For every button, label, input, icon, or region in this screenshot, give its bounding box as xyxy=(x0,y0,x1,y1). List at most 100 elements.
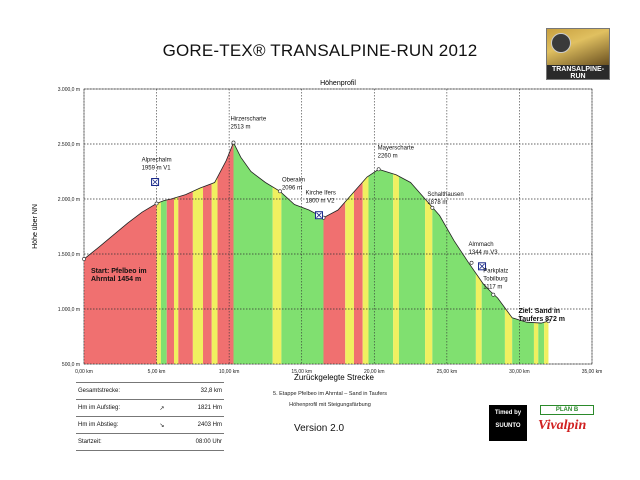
waypoint-label: Almmach xyxy=(469,242,494,248)
stats-row: Hm im Aufstieg: ↗ 1821 Hm xyxy=(76,399,224,417)
y-tick-label: 3.000,0 m xyxy=(58,87,80,93)
stage-title: 5. Etappe Pfelbeo im Ahrntal – Sand in T… xyxy=(273,391,387,397)
x-tick-label: 20,00 km xyxy=(364,369,385,375)
x-tick-label: 15,00 km xyxy=(291,369,312,375)
profile-segment-moderate xyxy=(533,322,539,364)
transalpine-run-logo: TRANSALPINE-RUN xyxy=(546,28,610,80)
x-tick-label: 10,00 km xyxy=(219,369,240,375)
x-tick-label: 25,00 km xyxy=(437,369,458,375)
waypoint-dot xyxy=(231,140,236,145)
profile-segment-steep xyxy=(203,183,212,364)
gore-tex-badge-icon xyxy=(551,33,571,53)
x-tick-label: 35,00 km xyxy=(582,369,603,375)
stats-value: 08:00 Uhr xyxy=(177,433,224,451)
profile-segment-moderate xyxy=(362,176,369,364)
waypoint-dot xyxy=(82,257,86,261)
waypoint-label: Oberalm xyxy=(282,177,305,183)
profile-segment-moderate xyxy=(345,191,354,364)
waypoint-dot xyxy=(430,205,435,210)
profile-segment-gentle xyxy=(538,322,545,364)
plan-b-logo: PLAN B xyxy=(540,405,594,415)
y-tick-label: 2.500,0 m xyxy=(58,142,80,148)
profile-segment-moderate xyxy=(272,186,282,364)
y-tick-label: 500,0 m xyxy=(62,362,80,368)
stats-value: 1821 Hm xyxy=(177,399,224,417)
x-axis-label: Zurückgelegte Strecke xyxy=(294,373,375,382)
waypoint-label: 1800 m V2 xyxy=(305,199,335,205)
page-title: GORE-TEX® TRANSALPINE-RUN 2012 xyxy=(162,41,478,60)
timed-by-label: Timed by xyxy=(494,410,522,416)
waypoint-dot xyxy=(469,260,474,265)
waypoint-label: 2260 m xyxy=(378,153,398,159)
profile-segment-gentle xyxy=(368,169,394,364)
suunto-label: SUUNTO xyxy=(495,423,521,429)
profile-segment-gentle xyxy=(398,176,426,364)
waypoint-label: 2513 m xyxy=(230,125,250,131)
stage-subtitle: Höhenprofil mit Steigungsfärbung xyxy=(289,402,371,408)
profile-segment-gentle xyxy=(512,317,534,364)
y-tick-label: 1.000,0 m xyxy=(58,307,80,313)
waypoint-label: Ahrntal 1454 m xyxy=(91,276,141,283)
profile-segment-gentle xyxy=(432,207,476,364)
profile-segment-moderate xyxy=(425,199,433,364)
profile-segment-steep xyxy=(353,181,363,364)
chart-title: Höhenprofil xyxy=(320,80,356,87)
aid-station-icon-stroke xyxy=(316,212,322,218)
stats-row: Hm im Abstieg: ↘ 2403 Hm xyxy=(76,416,224,434)
waypoint-label: Alprechalm xyxy=(142,158,172,164)
profile-segment-gentle xyxy=(481,281,505,364)
stats-spacer xyxy=(145,382,178,400)
waypoint-label: Start: Pfelbeo im xyxy=(91,268,147,275)
waypoint-dot xyxy=(491,292,496,297)
aid-station-icon-stroke xyxy=(479,263,485,270)
stats-value: 32,8 km xyxy=(177,382,224,400)
waypoint-dot xyxy=(376,167,381,172)
vivalpin-logo: Vivalpin xyxy=(538,418,587,433)
waypoint-label: Ziel: Sand in xyxy=(518,308,560,315)
x-tick-label: 5,00 km xyxy=(148,369,166,375)
descent-arrow-icon: ↘ xyxy=(145,416,178,434)
stats-spacer xyxy=(145,433,178,451)
stats-value: 2403 Hm xyxy=(177,416,224,434)
waypoint-label: 1117 m xyxy=(483,285,502,291)
waypoint-label: Parkplatz xyxy=(483,269,508,275)
waypoint-label: Tobilburg xyxy=(483,277,507,283)
x-tick-label: 30,00 km xyxy=(509,369,530,375)
version-label: Version 2.0 xyxy=(294,423,345,434)
profile-segment-steep xyxy=(166,198,174,364)
profile-segment-moderate xyxy=(544,321,549,364)
profile-segment-moderate xyxy=(475,273,482,364)
profile-line xyxy=(83,141,549,324)
y-tick-label: 2.000,0 m xyxy=(58,197,80,203)
profile-segment-steep xyxy=(323,201,346,364)
y-axis-label: Höhe über NN xyxy=(32,204,39,249)
profile-segment-moderate xyxy=(211,177,218,364)
profile-segment-gentle xyxy=(281,192,324,364)
aid-station-icon-stroke xyxy=(152,179,158,185)
waypoint-label: 1959 m V1 xyxy=(142,166,172,172)
profile-segment-gentle xyxy=(160,199,167,364)
waypoint-dot xyxy=(278,189,282,194)
stats-row: Gesamtstrecke: 32,8 km xyxy=(76,382,224,400)
profile-segment-moderate xyxy=(192,186,204,364)
waypoint-label: Kirche Ifers xyxy=(305,191,335,197)
stats-row: Startzeit: 08:00 Uhr xyxy=(76,433,224,451)
stats-label: Hm im Aufstieg: xyxy=(76,399,146,417)
stats-table: Gesamtstrecke: 32,8 km Hm im Aufstieg: ↗ 182… xyxy=(76,382,224,451)
profile-segment-steep xyxy=(178,191,193,364)
stats-label: Hm im Abstieg: xyxy=(76,416,146,434)
waypoint-label: Schalthausen xyxy=(427,192,463,198)
profile-segment-steep xyxy=(84,203,157,364)
waypoint-dot xyxy=(546,319,551,324)
profile-segment-moderate xyxy=(173,196,179,364)
profile-segment-moderate xyxy=(156,201,161,364)
x-tick-label: 0,00 km xyxy=(75,369,93,375)
profile-segment-moderate xyxy=(504,307,513,364)
y-tick-label: 1.500,0 m xyxy=(58,252,80,258)
waypoint-label: 2096 m xyxy=(282,185,302,191)
waypoint-label: Mayerscharte xyxy=(378,145,415,151)
waypoint-dot xyxy=(154,201,159,206)
ascent-arrow-icon: ↗ xyxy=(145,399,178,417)
logo-text: TRANSALPINE-RUN xyxy=(551,66,605,80)
